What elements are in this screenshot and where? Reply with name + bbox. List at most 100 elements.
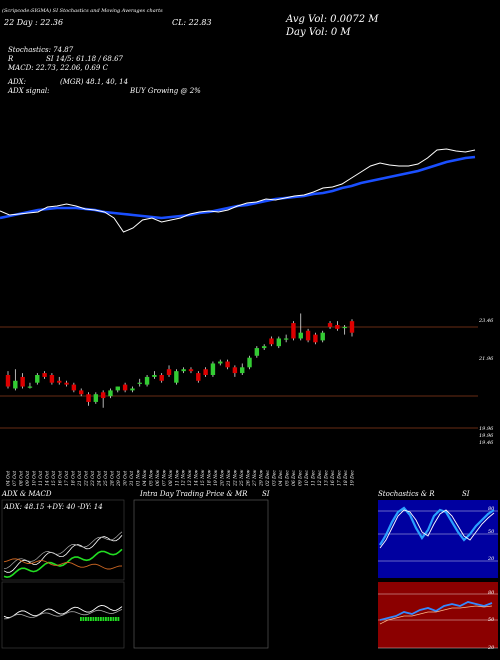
adx-label: ADX: — [8, 78, 27, 86]
macd-histogram-bar — [105, 617, 107, 621]
rsi-tick-50: 50 — [488, 617, 495, 623]
date-label: 08 Nov — [168, 469, 174, 486]
date-label: 05 Nov — [148, 469, 154, 486]
candle-body — [313, 334, 318, 343]
candle-body — [181, 369, 186, 372]
candle-body — [320, 332, 325, 341]
close-price: CL: 22.83 — [172, 18, 212, 27]
macd-histogram-bar — [110, 617, 112, 621]
date-label: 17 Oct — [64, 471, 70, 486]
date-label: 29 Nov — [259, 469, 265, 487]
macd-signal-line — [3, 609, 123, 620]
date-label: 05 Dec — [285, 470, 291, 486]
intraday-panel-si: SI — [262, 490, 270, 498]
candle-body — [188, 369, 194, 372]
adx-panel-title: ADX & MACD — [2, 490, 52, 498]
candle-body — [130, 388, 135, 391]
adx-green-line — [3, 548, 123, 579]
candle-body — [115, 386, 120, 391]
date-label: 14 Nov — [194, 469, 200, 486]
macd-histogram-bar — [115, 617, 117, 621]
date-label: 29 Oct — [116, 471, 122, 487]
date-label: 02 Dec — [265, 470, 271, 486]
macd-histogram-bar — [112, 617, 115, 621]
date-label: 22 Nov — [233, 469, 239, 487]
macd-histogram-bar — [90, 617, 92, 621]
date-label: 18 Nov — [207, 469, 213, 486]
macd-histogram-bar — [82, 617, 85, 621]
stoch-tick-50: 50 — [488, 529, 495, 535]
date-label: 11 Oct — [38, 471, 44, 486]
candle-body — [335, 325, 340, 329]
date-label: 10 Oct — [31, 471, 37, 486]
date-label: 15 Nov — [200, 469, 206, 486]
candle-body — [305, 330, 311, 341]
candle-body — [35, 375, 40, 383]
adx-grey-line — [3, 531, 123, 570]
macd-readout: MACD: 22.73, 22.06, 0.69 C — [8, 64, 108, 72]
date-label: 12 Dec — [317, 470, 323, 486]
date-label: 19 Nov — [213, 469, 219, 486]
stoch-d-line — [379, 509, 495, 549]
macd-histogram-bar — [97, 617, 100, 621]
date-label: 17 Dec — [337, 470, 343, 486]
candle-body — [232, 367, 238, 374]
adx-white-line — [3, 535, 123, 573]
candle-body — [108, 390, 113, 397]
candle-body — [13, 380, 18, 389]
date-label: 28 Oct — [109, 471, 115, 487]
candle-body — [27, 386, 33, 388]
date-label: 16 Dec — [330, 470, 336, 486]
date-label: 26 Nov — [246, 469, 252, 487]
date-label: 09 Oct — [25, 471, 31, 486]
date-label: 12 Nov — [181, 469, 187, 486]
date-label: 14 Oct — [44, 471, 50, 486]
date-label: 03 Dec — [272, 470, 278, 486]
date-label: 31 Oct — [129, 471, 135, 486]
candle-body — [20, 376, 25, 387]
candle-body — [166, 369, 172, 375]
adx-panel — [1, 499, 125, 581]
stoch-tick-20: 20 — [488, 556, 495, 562]
date-label: 30 Oct — [122, 471, 128, 486]
day-range: 22 Day : 22.36 — [4, 18, 64, 27]
candle-body — [78, 390, 84, 395]
date-label: 25 Oct — [103, 471, 109, 487]
candle-body — [64, 382, 69, 385]
candle-body — [261, 346, 267, 349]
date-label: 07 Oct — [12, 471, 18, 486]
date-label: 10 Dec — [304, 470, 310, 486]
macd-histogram-bar — [85, 617, 87, 621]
candle-body — [100, 392, 106, 399]
candle-body — [49, 375, 55, 383]
price-label-4: 19.46 — [479, 440, 494, 446]
candle-body — [57, 380, 62, 383]
candle-body — [276, 338, 282, 347]
date-label: 18 Dec — [343, 470, 349, 486]
candle-body — [269, 338, 274, 345]
macd-histogram-bar — [107, 617, 110, 621]
candle-body — [218, 361, 223, 364]
price-line — [0, 148, 476, 233]
candle-body — [144, 376, 150, 385]
date-label: 09 Dec — [298, 470, 304, 486]
date-label: 06 Dec — [291, 470, 297, 486]
stoch-panel-si: SI — [462, 490, 470, 498]
date-label: 19 Dec — [350, 470, 356, 486]
date-label: 13 Nov — [187, 469, 193, 486]
date-label: 04 Nov — [142, 469, 148, 486]
candle-body — [42, 373, 47, 377]
intraday-panel-title: Intra Day Trading Price & MR — [140, 490, 248, 498]
macd-line — [3, 604, 123, 618]
adx-signal-label: ADX signal: — [8, 87, 50, 95]
r-label: R — [8, 55, 14, 63]
intraday-panel — [133, 499, 269, 649]
date-label: 23 Oct — [90, 471, 96, 487]
date-label: 11 Dec — [311, 470, 317, 486]
date-label: 08 Oct — [18, 471, 24, 486]
adx-signal-value: BUY Growing @ 2% — [130, 87, 201, 95]
date-label: 18 Oct — [70, 471, 76, 486]
candle-body — [93, 394, 99, 402]
date-label: 16 Oct — [57, 471, 63, 486]
candle-body — [342, 326, 347, 329]
